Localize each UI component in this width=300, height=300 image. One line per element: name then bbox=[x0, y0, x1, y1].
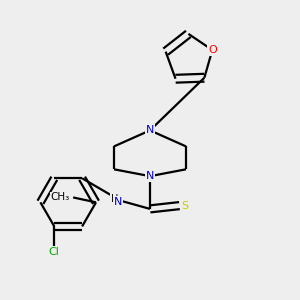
Text: O: O bbox=[208, 45, 217, 55]
Text: H: H bbox=[111, 194, 118, 204]
Text: N: N bbox=[146, 125, 154, 135]
Text: N: N bbox=[114, 197, 122, 207]
Text: S: S bbox=[181, 201, 188, 211]
Text: CH₃: CH₃ bbox=[51, 192, 70, 203]
Text: N: N bbox=[146, 171, 154, 181]
Text: Cl: Cl bbox=[49, 247, 60, 256]
